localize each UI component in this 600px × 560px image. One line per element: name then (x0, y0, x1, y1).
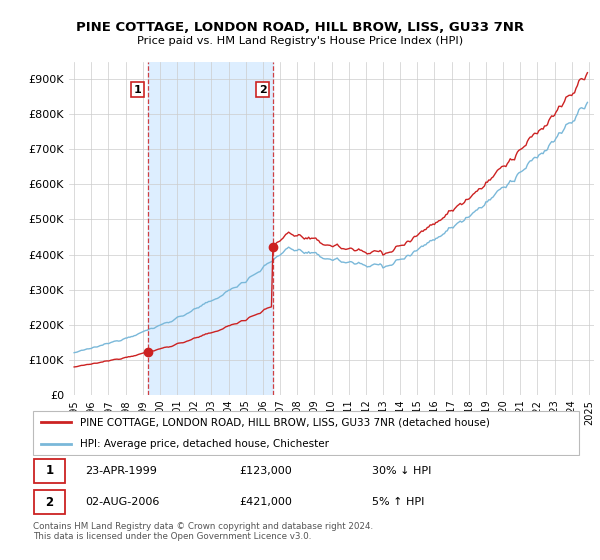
Text: 1: 1 (134, 85, 142, 95)
Text: 5% ↑ HPI: 5% ↑ HPI (372, 497, 425, 507)
FancyBboxPatch shape (34, 459, 65, 483)
Text: PINE COTTAGE, LONDON ROAD, HILL BROW, LISS, GU33 7NR (detached house): PINE COTTAGE, LONDON ROAD, HILL BROW, LI… (80, 417, 490, 427)
Text: 02-AUG-2006: 02-AUG-2006 (85, 497, 160, 507)
Text: HPI: Average price, detached house, Chichester: HPI: Average price, detached house, Chic… (80, 439, 329, 449)
Text: 2: 2 (259, 85, 266, 95)
Text: 2: 2 (45, 496, 53, 509)
Text: PINE COTTAGE, LONDON ROAD, HILL BROW, LISS, GU33 7NR: PINE COTTAGE, LONDON ROAD, HILL BROW, LI… (76, 21, 524, 34)
FancyBboxPatch shape (33, 411, 578, 455)
Text: Price paid vs. HM Land Registry's House Price Index (HPI): Price paid vs. HM Land Registry's House … (137, 36, 463, 46)
FancyBboxPatch shape (34, 490, 65, 515)
Text: £123,000: £123,000 (240, 466, 293, 476)
Bar (148, 62, 273, 395)
Text: Contains HM Land Registry data © Crown copyright and database right 2024.
This d: Contains HM Land Registry data © Crown c… (33, 522, 373, 542)
Text: 23-APR-1999: 23-APR-1999 (85, 466, 157, 476)
Text: 1: 1 (45, 464, 53, 477)
Text: £421,000: £421,000 (240, 497, 293, 507)
Text: 30% ↓ HPI: 30% ↓ HPI (372, 466, 431, 476)
